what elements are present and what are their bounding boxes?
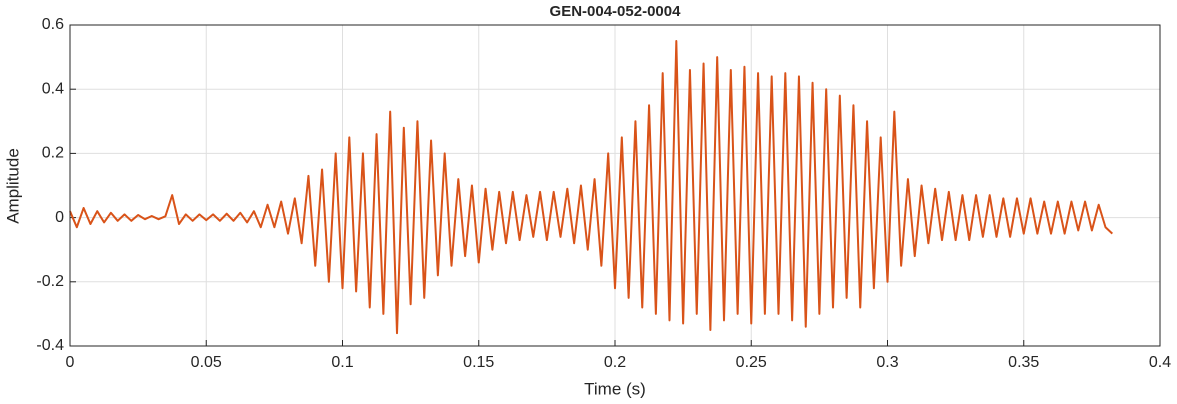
- x-tick-label: 0.1: [331, 354, 353, 371]
- x-tick-label: 0: [66, 354, 75, 371]
- y-tick-label: 0.2: [42, 145, 64, 162]
- x-tick-label: 0.4: [1149, 354, 1171, 371]
- x-tick-label: 0.2: [604, 354, 626, 371]
- x-axis-label: Time (s): [584, 379, 646, 398]
- plot-border: [69, 24, 1161, 347]
- x-tick-label: 0.15: [463, 354, 494, 371]
- waveform-line: [69, 40, 1113, 335]
- y-axis-label: Amplitude: [3, 148, 22, 224]
- x-tick-label: 0.05: [191, 354, 222, 371]
- x-tick-label: 0.3: [876, 354, 898, 371]
- y-tick-label: -0.4: [36, 337, 64, 354]
- x-tick-label: 0.25: [736, 354, 767, 371]
- y-tick-label: -0.2: [36, 273, 64, 290]
- y-tick-label: 0: [55, 209, 64, 226]
- y-tick-label: 0.4: [42, 80, 64, 97]
- chart-title: GEN-004-052-0004: [550, 3, 682, 20]
- y-tick-label: 0.6: [42, 16, 64, 33]
- x-tick-label: 0.35: [1008, 354, 1039, 371]
